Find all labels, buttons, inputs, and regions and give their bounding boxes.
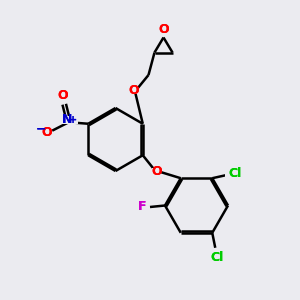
- Text: Cl: Cl: [228, 167, 242, 180]
- Bar: [58, 94, 67, 102]
- Text: F: F: [138, 200, 146, 214]
- Bar: [129, 86, 138, 94]
- Text: O: O: [128, 83, 139, 97]
- Text: +: +: [69, 115, 77, 125]
- Text: N: N: [62, 113, 72, 126]
- Text: Cl: Cl: [228, 167, 242, 180]
- Text: Cl: Cl: [210, 251, 224, 264]
- Bar: [38, 126, 44, 133]
- Text: O: O: [151, 165, 162, 178]
- Text: O: O: [41, 126, 52, 139]
- Text: F: F: [138, 200, 146, 214]
- Text: O: O: [128, 83, 139, 97]
- Text: O: O: [151, 165, 162, 178]
- Text: N: N: [62, 113, 72, 126]
- Text: O: O: [158, 23, 169, 36]
- Text: +: +: [69, 115, 77, 125]
- Text: O: O: [57, 89, 68, 102]
- Bar: [159, 28, 168, 36]
- Bar: [43, 128, 51, 136]
- Bar: [212, 250, 224, 258]
- Text: −: −: [36, 123, 46, 136]
- Bar: [62, 116, 79, 124]
- Text: Cl: Cl: [210, 251, 224, 264]
- Text: O: O: [158, 23, 169, 36]
- Bar: [226, 169, 237, 178]
- Text: O: O: [41, 126, 52, 139]
- Text: −: −: [36, 123, 46, 136]
- Bar: [141, 203, 148, 211]
- Bar: [152, 167, 160, 176]
- Text: O: O: [57, 89, 68, 102]
